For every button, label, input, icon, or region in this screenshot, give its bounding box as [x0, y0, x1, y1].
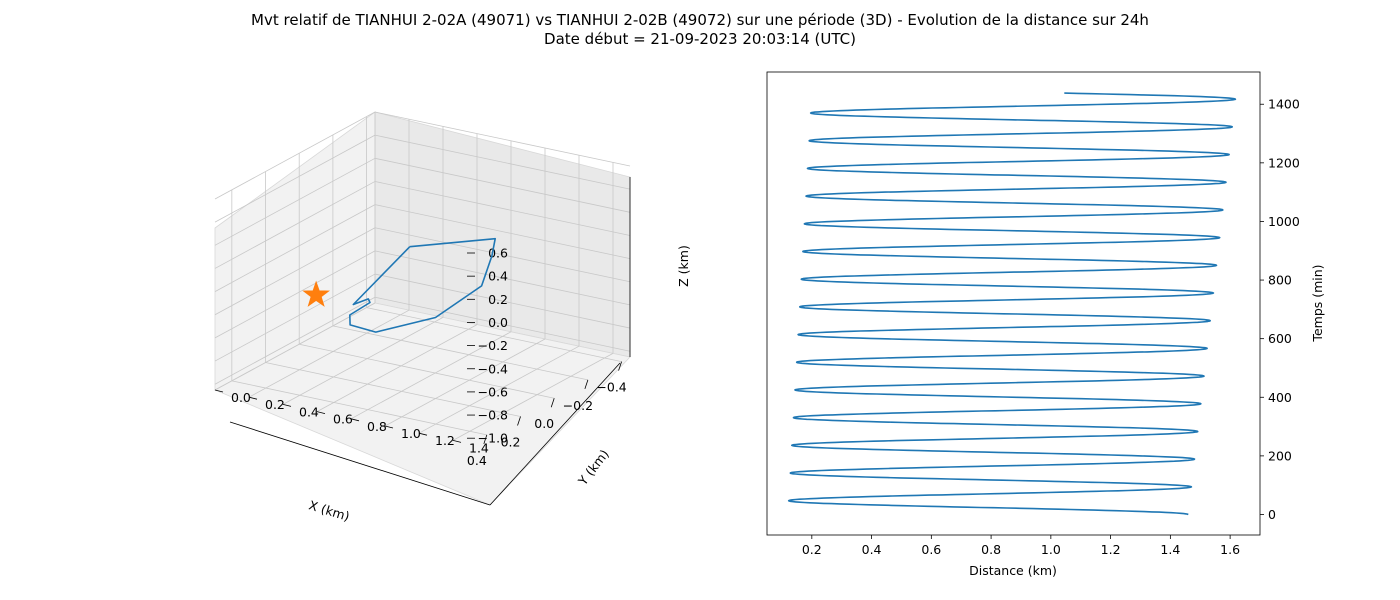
relative-trajectory-line: [349, 237, 496, 333]
grid-line-x: [265, 362, 521, 417]
y-tick-mark: [418, 432, 428, 436]
x-tick-label: 0.4: [862, 542, 882, 557]
grid-line-z: [214, 111, 376, 200]
grid-line-y: [248, 309, 410, 398]
x-tick-mark: [618, 361, 622, 371]
distance-time-plot: 0.2 0.4 0.6 0.8 1.0 1.2 1.4 1.6 0 200 400 600 800 100…: [766, 71, 1325, 578]
grid-line-z: [214, 227, 376, 316]
x-tick-mark: [550, 398, 555, 408]
x-tick-mark: [584, 379, 589, 390]
z-axis-label: Z (km): [676, 245, 691, 287]
grid-line-z: [374, 296, 631, 352]
x-tick-label: 1.6: [1220, 542, 1240, 557]
grid-line-z: [374, 227, 631, 283]
grid-line-z: [374, 250, 631, 306]
y-tick-label: 0: [1268, 507, 1276, 522]
y-tick-label: 600: [1268, 331, 1292, 346]
y-tick-label: 200: [1268, 448, 1292, 463]
grid-line-z: [374, 157, 631, 213]
grid-line-z: [374, 273, 631, 329]
y-tick-mark: [350, 418, 360, 422]
x-tick-label: 1.4: [1160, 542, 1180, 557]
grid-line-z: [374, 181, 631, 236]
z-tick-label: −0.2: [478, 338, 508, 353]
grid-3d: [214, 111, 631, 441]
grid-line-y: [384, 338, 546, 427]
grid-line-y: [316, 324, 478, 412]
y-tick-label: 0.6: [333, 412, 353, 427]
distance-curve-line: [787, 92, 1237, 516]
grid-line-z: [374, 111, 631, 167]
grid-line-z: [214, 204, 376, 292]
x-tick-label: 0.2: [802, 542, 822, 557]
y-tick-label: 800: [1268, 273, 1292, 288]
star-marker: [302, 280, 330, 307]
z-tick-label: −1.0: [478, 431, 508, 446]
x-tick-label: 1.2: [1101, 542, 1121, 557]
grid-line-y: [452, 353, 614, 441]
y-tick-label: 1.0: [401, 426, 421, 441]
y-tick-label: 1400: [1268, 97, 1300, 112]
grid-line-z: [214, 296, 376, 385]
y-tick-label: 0.2: [265, 397, 285, 412]
y-tick-mark: [282, 404, 292, 407]
x-tick-mark: [483, 434, 488, 444]
relative-motion-3d-plot: −0.4−0.20.00.20.40.0 0.2 0.4 0.6 0.8 1.0 1.2 1.…: [214, 111, 691, 524]
x-tick-label: 0.0: [534, 416, 554, 431]
ticks-3d: −0.4−0.20.00.20.40.0 0.2 0.4 0.6 0.8 1.0 1.2 1.…: [214, 246, 627, 468]
y-tick-mark: [384, 425, 394, 429]
grid-line-y: [214, 302, 376, 391]
x-tick-label: −0.4: [596, 380, 626, 395]
z-tick-label: 0.2: [488, 292, 508, 307]
z-tick-label: −0.8: [478, 408, 508, 423]
grid-line-z: [214, 157, 376, 246]
x-tick-label: −0.2: [563, 398, 593, 413]
figure-title: Mvt relatif de TIANHUI 2-02A (49071) vs …: [251, 11, 1149, 29]
grid-line-x: [366, 307, 622, 362]
x-tick-label: 0.6: [921, 542, 941, 557]
ticks-2d: 0.2 0.4 0.6 0.8 1.0 1.2 1.4 1.6 0 200 400 600 800 100…: [802, 97, 1300, 557]
y-tick-label: 0.8: [367, 419, 387, 434]
y-axis-label: Temps (min): [1310, 264, 1325, 342]
x-axis-label: X (km): [307, 497, 351, 524]
y-tick-label: 0.4: [299, 404, 319, 419]
y-tick-label: 1.4: [469, 440, 489, 455]
x-axis-line: [229, 421, 491, 506]
y-tick-label: 1000: [1268, 214, 1300, 229]
grid-line-z: [374, 134, 631, 190]
x-axis-label: Distance (km): [969, 563, 1057, 578]
grid-line-y: [350, 331, 512, 420]
x-tick-label: 0.8: [981, 542, 1001, 557]
x-tick-label: 0.4: [467, 453, 487, 468]
y-tick-mark: [214, 389, 224, 393]
y-tick-label: 0.0: [231, 390, 251, 405]
grid-line-y: [418, 345, 580, 434]
x-tick-label: 1.0: [1041, 542, 1061, 557]
y-tick-label: 1200: [1268, 155, 1300, 170]
y-axis-label: Y (km): [574, 447, 612, 489]
x-tick-label: 0.2: [501, 435, 521, 450]
grid-line-x: [299, 343, 555, 399]
y-tick-label: 1.2: [435, 433, 455, 448]
grid-line-z: [214, 250, 376, 339]
z-tick-label: −0.6: [478, 384, 508, 399]
grid-line-z: [214, 181, 376, 269]
grid-line-x: [231, 380, 487, 436]
z-tick-label: 0.0: [488, 315, 508, 330]
grid-line-z: [214, 134, 376, 223]
y-tick-mark: [316, 411, 326, 414]
y-tick-mark: [452, 440, 462, 443]
grid-line-x: [332, 325, 588, 381]
figure-subtitle: Date début = 21-09-2023 20:03:14 (UTC): [544, 30, 856, 48]
grid-line-y: [282, 317, 444, 405]
grid-line-z: [374, 204, 631, 259]
y-tick-label: 400: [1268, 390, 1292, 405]
x-tick-mark: [517, 416, 521, 426]
y-axis-line: [489, 362, 621, 506]
z-tick-label: 0.4: [488, 269, 508, 284]
y-tick-mark: [248, 396, 258, 400]
z-tick-label: −0.4: [478, 361, 508, 376]
grid-line-z: [214, 273, 376, 362]
